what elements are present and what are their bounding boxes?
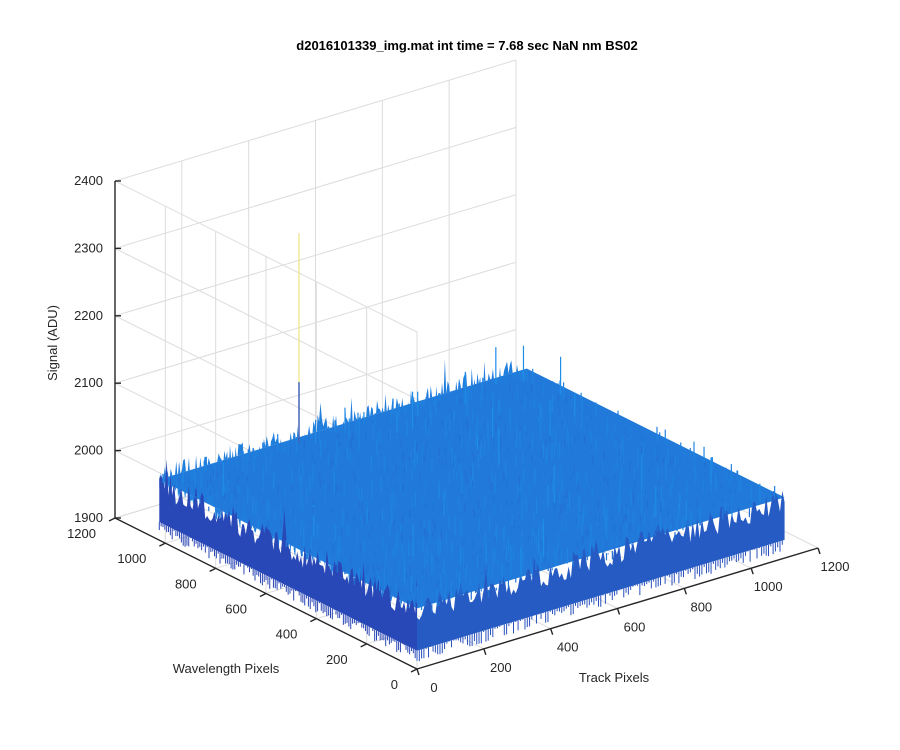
grid-line [114, 329, 517, 452]
x-tick-label: 1200 [821, 559, 850, 574]
tick-labels: 0 200 400 600 800 1000 1200 0 200 400 600 800 1000 12… [67, 173, 849, 695]
x-tick [683, 588, 687, 595]
grid-line [114, 126, 517, 249]
x-tick [750, 567, 754, 575]
grid-line [114, 59, 517, 182]
y-tick-label: 1000 [117, 551, 146, 566]
surface-left-edge [159, 472, 417, 619]
x-tick-label: 0 [430, 680, 437, 695]
chart-title: d2016101339_img.mat int time = 7.68 sec … [296, 38, 637, 53]
surface-front-right-wall [417, 490, 785, 651]
y-tick [159, 542, 166, 547]
z-tick-label: 2300 [74, 240, 103, 255]
grid-line [114, 194, 517, 317]
y-tick [108, 517, 116, 522]
z-tick-label: 2200 [74, 308, 103, 323]
y-tick [209, 567, 216, 572]
x-tick [416, 668, 420, 676]
x-tick-label: 600 [624, 620, 646, 635]
x-tick [483, 648, 487, 656]
y-tick [310, 618, 317, 623]
axes [108, 180, 821, 676]
x-tick-label: 800 [690, 599, 712, 614]
x-tick-label: 400 [557, 640, 579, 655]
z-tick-label: 1900 [74, 510, 103, 525]
y-tick-label: 1200 [67, 526, 96, 541]
x-tick [550, 628, 554, 635]
x-tick [616, 608, 621, 615]
y-tick [360, 643, 367, 648]
z-tick-label: 2000 [74, 443, 103, 458]
surface-top [159, 368, 785, 609]
y-axis-label: Wavelength Pixels [173, 661, 280, 676]
surface-front-left-wall [159, 459, 417, 651]
y-tick [410, 668, 418, 673]
grid-line [114, 247, 418, 400]
z-axis-label: Signal (ADU) [45, 305, 60, 381]
x-tick-label: 200 [490, 660, 512, 675]
grid-line [114, 261, 517, 384]
signal-surface [158, 233, 785, 662]
x-tick-label: 1000 [754, 579, 783, 594]
y-tick-label: 0 [391, 677, 398, 692]
z-tick-label: 2400 [74, 173, 103, 188]
y-tick-label: 400 [276, 627, 298, 642]
x-axis-label: Track Pixels [579, 670, 650, 685]
z-tick-label: 2100 [74, 375, 103, 390]
y-tick-label: 600 [225, 602, 247, 617]
grid-line [114, 180, 418, 333]
y-tick-label: 200 [326, 652, 348, 667]
y-tick [259, 592, 267, 598]
x-tick [817, 547, 821, 555]
y-tick-label: 800 [175, 576, 197, 591]
